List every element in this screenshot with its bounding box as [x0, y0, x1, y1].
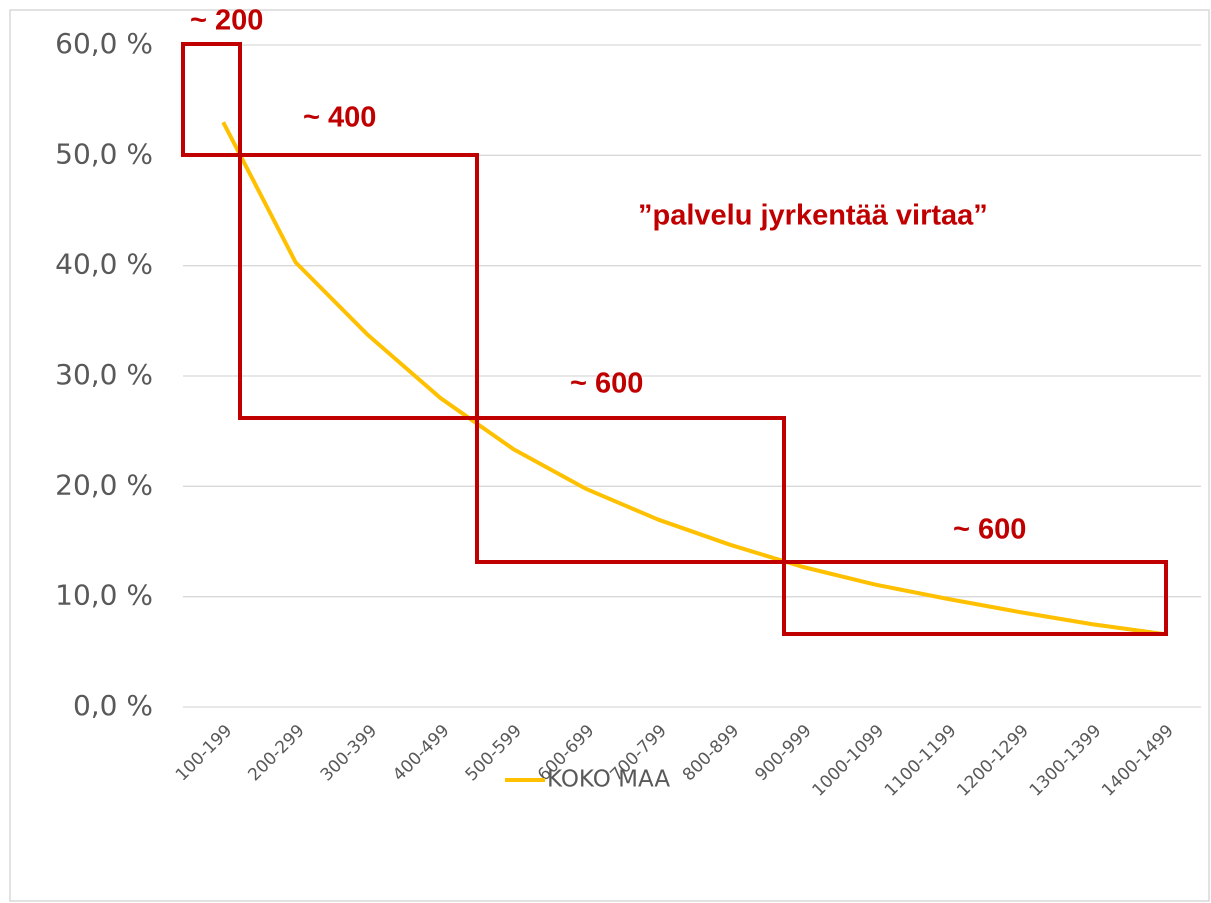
chart-frame [9, 9, 1210, 902]
y-tick-label: 60,0 % [55, 27, 153, 60]
annotation: ~ 600 [953, 514, 1026, 546]
y-tick-label: 30,0 % [55, 358, 153, 391]
x-tick-label: 1400-1499 [1098, 721, 1178, 801]
y-tick-label: 20,0 % [55, 468, 153, 501]
x-tick-label: 1200-1299 [953, 721, 1033, 801]
annotation-box [475, 416, 786, 564]
y-tick-label: 10,0 % [55, 579, 153, 612]
annotation: ~ 400 [303, 102, 376, 134]
x-tick-label: 1300-1399 [1026, 721, 1106, 801]
annotation-box [181, 42, 242, 157]
annotation-box [238, 153, 479, 420]
y-tick-label: 50,0 % [55, 137, 153, 170]
x-tick-label: 500-599 [462, 721, 526, 785]
y-tick-label: 40,0 % [55, 248, 153, 281]
annotation-box [782, 560, 1168, 636]
x-tick-label: 1000-1099 [808, 721, 888, 801]
y-tick-label: 0,0 % [73, 689, 153, 722]
annotation: ”palvelu jyrkentää virtaa” [638, 200, 988, 232]
annotation: ~ 200 [190, 5, 263, 37]
annotation: ~ 600 [570, 368, 643, 400]
data-line [221, 121, 1166, 637]
x-tick-label: 300-399 [317, 721, 381, 785]
x-tick-label: 200-299 [244, 721, 308, 785]
x-tick-label: 800-899 [679, 721, 743, 785]
x-tick-label: 100-199 [172, 721, 236, 785]
legend-label: KOKO MAA [547, 767, 670, 793]
x-tick-label: 1100-1199 [881, 721, 961, 801]
x-tick-label: 900-999 [751, 721, 815, 785]
x-tick-label: 400-499 [389, 721, 453, 785]
